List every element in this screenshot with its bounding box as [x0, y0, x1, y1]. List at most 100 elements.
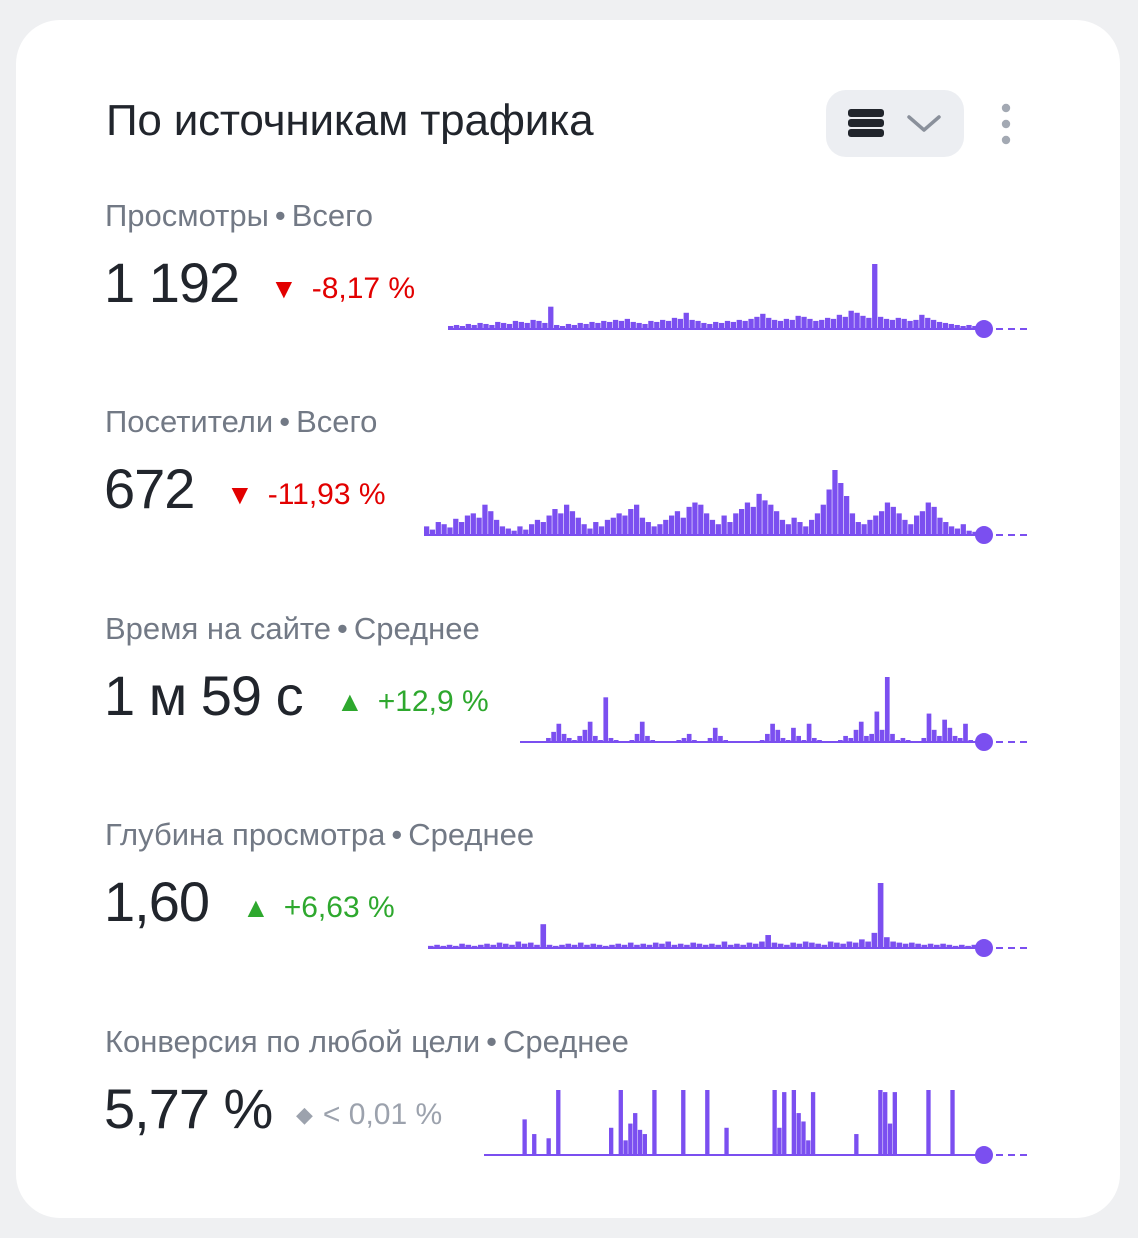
sparkline[interactable]: [448, 258, 1028, 354]
sparkline-bar: [942, 719, 947, 743]
sparkline-bar: [518, 321, 524, 330]
sparkline[interactable]: [520, 671, 1028, 767]
sparkline-bar: [785, 740, 791, 743]
sparkline-bar: [652, 942, 659, 949]
metric-value: 5,77 %: [104, 1077, 273, 1140]
sparkline-bar: [948, 323, 954, 330]
sparkline-bar: [489, 324, 495, 330]
sparkline-bar: [559, 944, 565, 949]
sparkline-bar: [603, 697, 609, 743]
sparkline-bar: [736, 319, 742, 330]
sparkline-endpoint-dot: [975, 320, 993, 339]
sparkline-bar: [689, 319, 695, 330]
sparkline-bar: [637, 1129, 643, 1156]
card-title: По источникам трафика: [106, 96, 594, 145]
sparkline-bar: [777, 1127, 782, 1156]
sparkline-bar: [777, 320, 784, 330]
sparkline-bar: [674, 511, 681, 536]
sparkline-bar: [768, 504, 774, 536]
sparkline-bar: [861, 524, 867, 536]
sparkline-bar: [883, 1092, 888, 1156]
sparkline-bar: [777, 943, 784, 949]
sparkline-bar: [889, 319, 896, 330]
sparkline-bar: [809, 942, 815, 949]
sparkline-bar: [515, 941, 522, 949]
sparkline-bar: [471, 324, 477, 330]
sparkline-bar: [931, 729, 937, 743]
sparkline-bar: [623, 1140, 628, 1156]
sparkline-bar: [593, 522, 599, 536]
sparkline-bar: [759, 941, 765, 949]
sparkline-bar: [925, 502, 931, 536]
metric-name: Конверсия по любой цели: [105, 1024, 481, 1059]
sparkline-bar: [506, 323, 513, 330]
sparkline[interactable]: [484, 1084, 1028, 1180]
sparkline-bar: [698, 504, 704, 536]
sparkline-bar: [715, 944, 721, 949]
metric-value: 1,60: [104, 870, 210, 933]
sparkline-bar: [499, 526, 506, 536]
metric-name: Посетители: [105, 404, 274, 439]
sparkline-bar: [559, 325, 566, 330]
sparkline[interactable]: [428, 877, 1028, 973]
delta-value: < 0,01 %: [322, 1098, 443, 1131]
sparkline[interactable]: [424, 464, 1028, 560]
delta-value: +6,63 %: [283, 891, 395, 924]
sparkline-bar: [878, 1090, 883, 1156]
sparkline-bar: [471, 945, 478, 949]
sparkline-bar: [926, 1090, 931, 1156]
view-mode-select[interactable]: [826, 90, 964, 157]
sparkline-bar: [704, 513, 710, 536]
sparkline-bar: [671, 317, 678, 330]
metric-visitors: Посетители • Всего 672 ▼ -11,93 %: [16, 404, 1120, 604]
sparkline-bar: [609, 1127, 614, 1156]
delta-value: -11,93 %: [267, 478, 386, 511]
sparkline-bar: [946, 944, 953, 949]
sparkline-bar: [592, 735, 598, 743]
sparkline-bar: [756, 493, 762, 536]
sparkline-bar: [677, 318, 684, 330]
sparkline-bar: [558, 513, 564, 536]
sparkline-bar: [803, 526, 809, 536]
sparkline-bar: [930, 319, 937, 330]
sparkline-bar: [925, 317, 931, 330]
sparkline-bar: [629, 740, 635, 743]
sparkline-bar: [915, 943, 921, 949]
sparkline-bar: [883, 318, 890, 330]
sparkline-bar: [874, 711, 880, 743]
sparkline-bar: [937, 735, 942, 743]
sparkline-bar: [867, 519, 873, 536]
sparkline-bar: [832, 470, 838, 536]
sparkline-bar: [838, 740, 843, 743]
trend-up-icon: ▲: [242, 892, 270, 923]
sparkline-bar: [639, 721, 645, 743]
sparkline-bar: [566, 737, 572, 743]
sparkline-bar: [848, 737, 854, 743]
sparkline-bar: [571, 324, 577, 330]
sparkline-bar: [907, 320, 913, 330]
metric-label: Глубина просмотра • Среднее: [105, 817, 535, 852]
sparkline-bar: [459, 522, 465, 536]
sparkline-bar: [820, 504, 826, 536]
sparkline-bar: [746, 942, 753, 949]
sparkline-bar: [913, 319, 919, 330]
sparkline-bar: [529, 524, 535, 536]
sparkline-bar: [556, 1090, 561, 1156]
sparkline-bar: [686, 506, 692, 536]
delta-value: +12,9 %: [377, 685, 489, 718]
sparkline-bar: [966, 530, 972, 536]
sparkline-bar: [534, 519, 541, 536]
sparkline-bar: [871, 932, 878, 949]
chevron-down-icon: [907, 115, 941, 132]
sparkline-bar: [952, 945, 959, 949]
more-vertical-icon[interactable]: [994, 100, 1018, 148]
sparkline-bar: [840, 943, 846, 949]
sparkline-bar: [905, 740, 911, 743]
sparkline-bar: [459, 325, 466, 330]
sparkline-bar: [712, 727, 718, 743]
sparkline-bar: [613, 740, 619, 743]
sparkline-bar: [968, 740, 974, 743]
sparkline-bar: [608, 737, 614, 743]
sparkline-bar: [830, 318, 837, 330]
sparkline-bar: [642, 1134, 647, 1156]
